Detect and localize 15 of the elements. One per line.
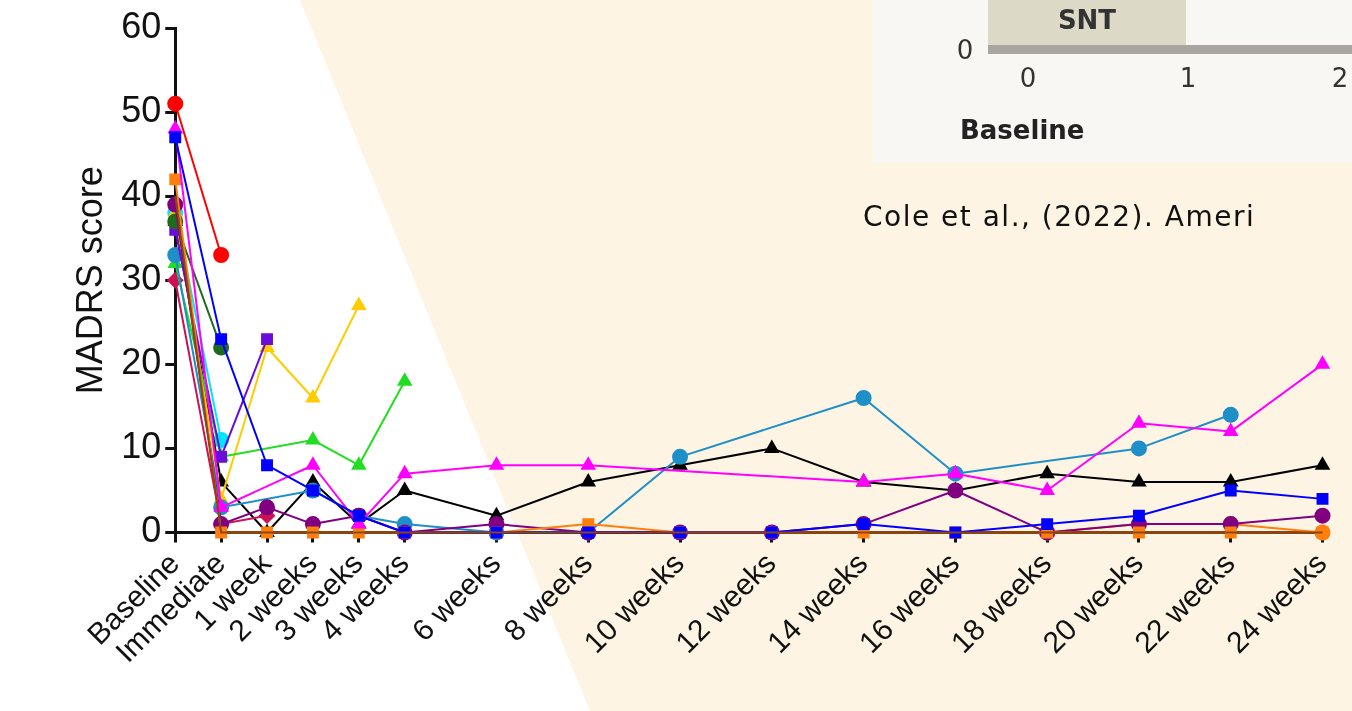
annotation: 0 [1019, 63, 1037, 93]
text: Baseline [960, 115, 1085, 145]
y-tick-label: 10 [121, 425, 162, 467]
y-tick-label: 30 [121, 257, 162, 299]
annotation: 0 [956, 35, 974, 65]
annotation: SNT [1057, 5, 1117, 35]
y-axis-title: MADRS score [68, 166, 110, 395]
y-tick-label: 40 [121, 173, 162, 215]
y-tick-label: 50 [121, 89, 162, 131]
text: 2 [1331, 63, 1349, 93]
annotation: Cole et al., (2022). Ameri [863, 200, 1256, 233]
y-tick-label: 60 [121, 4, 162, 46]
y-tick-label: 20 [121, 341, 162, 383]
y-tick-label: 0 [141, 509, 162, 551]
annotation: 1 [1179, 63, 1197, 93]
